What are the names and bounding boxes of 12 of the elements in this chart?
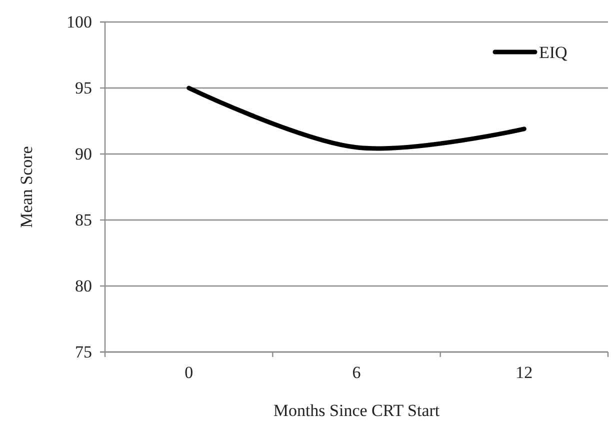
y-tick-label: 95 [75,78,92,98]
legend-label: EIQ [539,43,568,62]
y-axis-title: Mean Score [17,146,36,228]
x-tick-label: 0 [184,363,194,382]
y-tick-label: 100 [66,12,92,32]
y-tick-label: 80 [75,276,92,296]
x-tick-label: 6 [352,363,361,382]
y-tick-label: 75 [75,342,92,362]
y-tick-label: 90 [75,144,92,164]
y-tick-label: 85 [75,210,92,230]
x-axis-title: Months Since CRT Start [273,401,440,420]
x-tick-label: 12 [516,363,533,382]
